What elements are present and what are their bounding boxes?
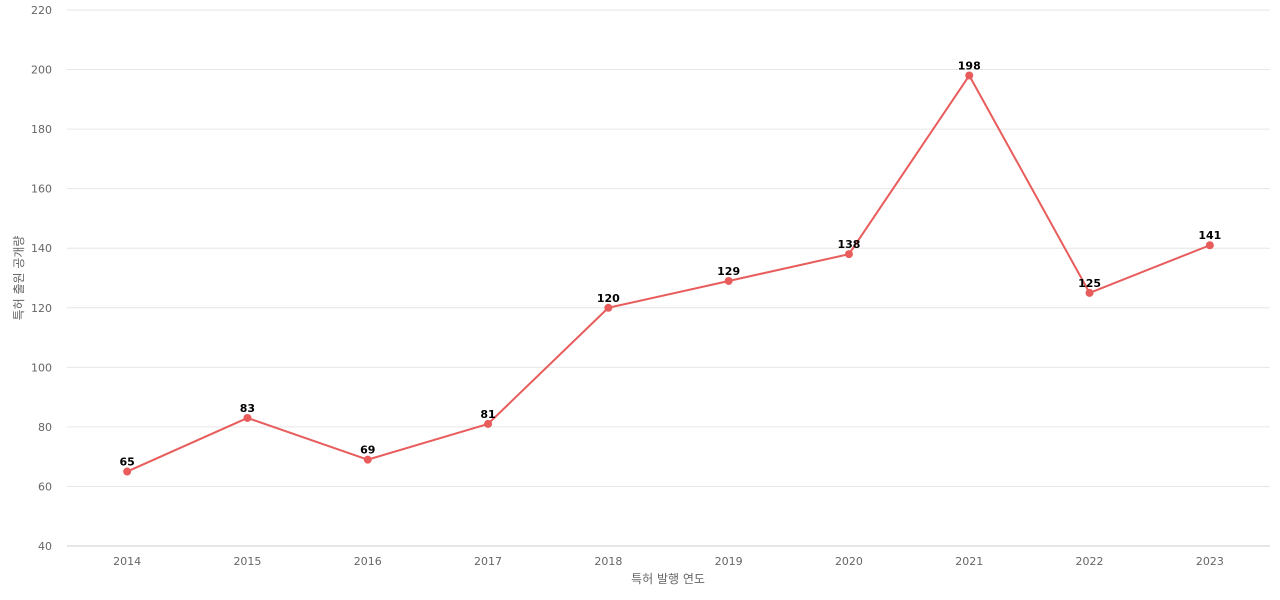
data-label: 198 [958, 60, 981, 73]
x-tick-label: 2020 [835, 555, 863, 568]
y-axis-title: 특허 출원 공개량 [12, 236, 26, 321]
data-label: 83 [240, 402, 255, 415]
x-tick-label: 2022 [1076, 555, 1104, 568]
y-tick-label: 200 [31, 64, 52, 77]
data-label: 141 [1198, 229, 1221, 242]
y-tick-label: 120 [31, 302, 52, 315]
series-group [123, 71, 1214, 476]
y-tick-label: 160 [31, 183, 52, 196]
y-tick-label: 100 [31, 361, 52, 374]
y-tick-label: 220 [31, 4, 52, 17]
x-tick-label: 2021 [955, 555, 983, 568]
y-tick-label: 140 [31, 242, 52, 255]
x-tick-label: 2019 [715, 555, 743, 568]
axes: 40 60 80 100 120 140 160 180 200 220 2014 2015 2016 2… [31, 4, 1270, 568]
data-label: 65 [119, 456, 134, 469]
series-line [126, 74, 1211, 473]
data-point [123, 467, 132, 476]
y-tick-label: 80 [38, 421, 52, 434]
data-label: 81 [480, 408, 495, 421]
x-tick-label: 2023 [1196, 555, 1224, 568]
data-point [484, 419, 493, 428]
data-point [1085, 288, 1094, 297]
x-tick-label: 2015 [233, 555, 261, 568]
gridlines [67, 9, 1270, 487]
data-point [363, 455, 372, 464]
y-tick-label: 180 [31, 123, 52, 136]
x-axis-title: 특허 발행 연도 [631, 571, 705, 586]
data-label: 138 [837, 238, 860, 251]
y-tick-label: 60 [38, 480, 52, 493]
data-label: 125 [1078, 277, 1101, 290]
data-label: 69 [360, 444, 375, 457]
data-point [844, 250, 853, 259]
data-point [243, 413, 252, 422]
x-tick-label: 2014 [113, 555, 141, 568]
data-point [604, 303, 613, 312]
data-point [965, 71, 974, 80]
data-labels: 65 83 69 81 120 129 138 198 125 141 [119, 60, 1221, 469]
x-tick-label: 2016 [354, 555, 382, 568]
data-label: 120 [597, 292, 620, 305]
x-tick-label: 2017 [474, 555, 502, 568]
data-point [724, 276, 733, 285]
y-tick-label: 40 [38, 540, 52, 553]
data-point [1205, 241, 1214, 250]
data-label: 129 [717, 265, 740, 278]
x-tick-label: 2018 [594, 555, 622, 568]
